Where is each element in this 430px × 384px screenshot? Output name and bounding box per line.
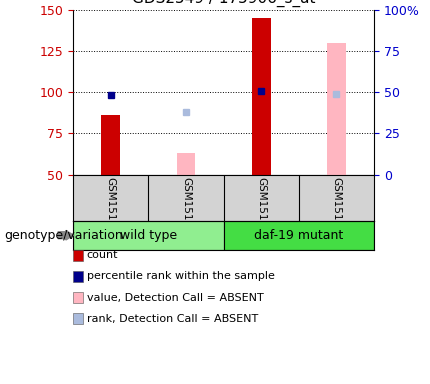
Text: count: count [87,250,118,260]
Text: rank, Detection Call = ABSENT: rank, Detection Call = ABSENT [87,314,258,324]
Bar [252,18,270,175]
Text: daf-19 mutant: daf-19 mutant [254,229,344,242]
Bar [327,43,346,175]
Text: GSM151746: GSM151746 [332,177,341,240]
Text: value, Detection Call = ABSENT: value, Detection Call = ABSENT [87,293,264,303]
Bar [177,153,195,175]
Bar [224,221,374,250]
Text: genotype/variation: genotype/variation [4,229,123,242]
Text: GSM151747: GSM151747 [106,177,116,240]
Title: GDS2549 / 175906_s_at: GDS2549 / 175906_s_at [132,0,315,7]
Bar [101,115,120,175]
Text: GSM151748: GSM151748 [181,177,191,240]
Bar [73,221,224,250]
Text: GSM151745: GSM151745 [256,177,266,240]
Text: percentile rank within the sample: percentile rank within the sample [87,271,275,281]
Text: wild type: wild type [120,229,177,242]
